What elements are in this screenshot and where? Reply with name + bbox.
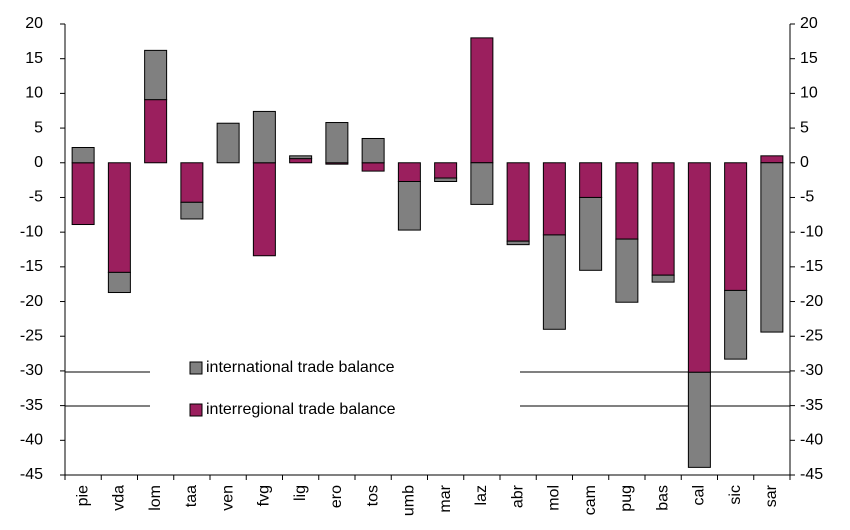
- y2-tick-label: 5: [800, 119, 809, 136]
- x-tick-label: ero: [328, 485, 345, 508]
- x-tick-label: sic: [727, 485, 744, 505]
- bar: [470, 162, 494, 205]
- bar: [579, 196, 603, 271]
- bar: [71, 162, 95, 226]
- y2-tick-label: -45: [800, 466, 823, 483]
- legend-label: interregional trade balance: [206, 401, 396, 418]
- y-tick-label: -30: [20, 362, 43, 379]
- bar: [724, 162, 748, 291]
- bar: [361, 137, 385, 164]
- y2-tick-label: 10: [800, 85, 818, 102]
- x-tick-label: tos: [364, 485, 381, 506]
- x-tick-label: cam: [582, 485, 599, 515]
- y-tick-label: -45: [20, 466, 43, 483]
- y2-tick-label: 20: [800, 15, 818, 32]
- y-tick-label: -35: [20, 397, 43, 414]
- bar: [470, 37, 494, 164]
- y-tick-label: 15: [25, 50, 43, 67]
- y-tick-label: -25: [20, 327, 43, 344]
- y-tick-label: 10: [25, 85, 43, 102]
- bar: [289, 155, 313, 160]
- bar: [615, 238, 639, 303]
- x-tick-label: pug: [618, 485, 635, 512]
- y-tick-label: 5: [34, 119, 43, 136]
- bar: [615, 162, 639, 240]
- y-tick-label: -10: [20, 223, 43, 240]
- bar: [760, 155, 784, 164]
- bar: [216, 122, 240, 164]
- y-tick-label: -40: [20, 432, 43, 449]
- legend-box: [150, 352, 520, 424]
- y2-tick-label: -25: [800, 327, 823, 344]
- bar: [252, 110, 276, 164]
- bar: [434, 162, 458, 179]
- x-tick-label: lom: [147, 485, 164, 511]
- bar: [651, 274, 675, 283]
- bar: [107, 162, 131, 273]
- bar: [180, 201, 204, 220]
- x-tick-label: laz: [473, 485, 490, 505]
- bar: [397, 162, 421, 183]
- x-tick-label: mol: [546, 485, 563, 511]
- legend-label: international trade balance: [206, 359, 395, 376]
- y2-tick-label: -30: [800, 362, 823, 379]
- bar: [144, 49, 168, 101]
- y2-tick-label: 15: [800, 50, 818, 67]
- x-tick-label: vda: [111, 485, 128, 511]
- x-tick-label: ven: [219, 485, 236, 511]
- bar: [579, 162, 603, 198]
- bar: [252, 162, 276, 257]
- x-tick-label: sar: [763, 484, 780, 507]
- bar: [107, 271, 131, 294]
- bar: [724, 289, 748, 360]
- bar: [361, 162, 385, 172]
- bar: [71, 147, 95, 164]
- bar: [506, 240, 530, 246]
- bar: [434, 177, 458, 183]
- x-tick-label: umb: [401, 485, 418, 516]
- y-tick-label: -15: [20, 258, 43, 275]
- x-tick-label: abr: [509, 484, 526, 508]
- x-tick-label: cal: [691, 485, 708, 505]
- bar: [687, 162, 711, 373]
- y2-tick-label: 0: [800, 154, 809, 171]
- bar: [397, 181, 421, 231]
- y2-tick-label: -5: [800, 189, 814, 206]
- y2-tick-label: -20: [800, 293, 823, 310]
- bar: [760, 162, 784, 333]
- x-tick-label: mar: [437, 484, 454, 512]
- bar: [542, 162, 566, 236]
- y2-tick-label: -15: [800, 258, 823, 275]
- x-tick-label: taa: [183, 485, 200, 507]
- bar: [325, 122, 349, 164]
- x-tick-label: bas: [654, 485, 671, 511]
- bar: [180, 162, 204, 203]
- bar: [289, 158, 313, 164]
- y-tick-label: -5: [29, 189, 43, 206]
- bar: [651, 162, 675, 276]
- legend-swatch: [189, 403, 203, 417]
- y-tick-label: -20: [20, 293, 43, 310]
- bar: [542, 234, 566, 330]
- bar: [144, 99, 168, 164]
- bar: [687, 371, 711, 468]
- x-tick-label: pie: [74, 485, 91, 506]
- x-tick-label: lig: [292, 485, 309, 501]
- bar: [506, 162, 530, 242]
- y2-tick-label: -10: [800, 223, 823, 240]
- y-tick-label: 20: [25, 15, 43, 32]
- y2-tick-label: -40: [800, 432, 823, 449]
- y2-tick-label: -35: [800, 397, 823, 414]
- x-tick-label: fvg: [256, 485, 273, 506]
- y-tick-label: 0: [34, 154, 43, 171]
- legend-swatch: [189, 361, 203, 375]
